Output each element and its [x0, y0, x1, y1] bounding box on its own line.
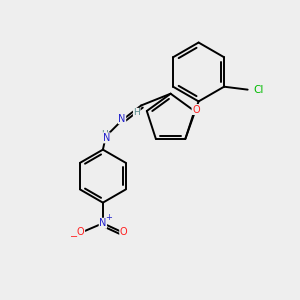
Text: O: O [77, 227, 85, 237]
Text: H: H [134, 108, 140, 117]
Text: +: + [105, 213, 112, 222]
Text: −: − [70, 232, 78, 242]
Text: O: O [192, 104, 200, 115]
Text: N: N [103, 133, 110, 143]
Text: N: N [99, 218, 106, 228]
Text: N: N [118, 114, 126, 124]
Text: Cl: Cl [254, 85, 264, 94]
Text: H: H [101, 130, 108, 139]
Text: O: O [120, 227, 127, 237]
